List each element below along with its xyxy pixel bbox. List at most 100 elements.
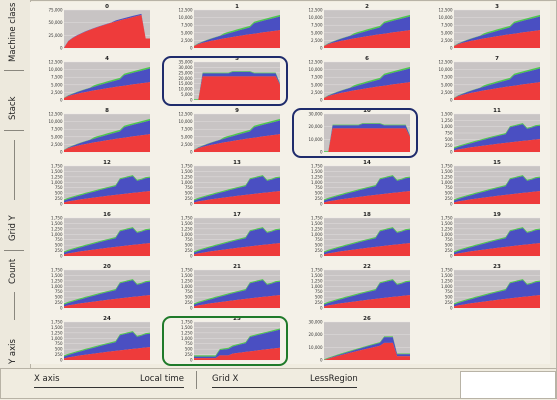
- chart-cell-9[interactable]: 9 12,500 10,000 7,500 5,000 2,500 0: [160, 106, 290, 158]
- series-red-area: [454, 30, 540, 48]
- chart-cell-14[interactable]: 14 1,750 1,500 1,250 1,000 750 500 250 0: [290, 158, 420, 210]
- y-tick-label: 500: [445, 191, 453, 196]
- chart-cell-22[interactable]: 22 1,750 1,500 1,250 1,000 750 500 250 0: [290, 262, 420, 314]
- series-blue-area: [324, 68, 410, 99]
- series-blue-area: [64, 176, 150, 203]
- y-tick-label: 7,500: [311, 23, 323, 28]
- y-tick-label: 2,500: [51, 142, 63, 147]
- chart-cell-11[interactable]: 11 1,500 1,250 1,000 750 500 250 0: [420, 106, 550, 158]
- y-tick-label: 12,500: [309, 60, 323, 65]
- chart-cell-26[interactable]: 26 30,000 20,000 10,000 0: [290, 314, 420, 366]
- series-red-area: [324, 30, 410, 48]
- chart-cell-12[interactable]: 12 1,750 1,500 1,250 1,000 750 500 250 0: [30, 158, 160, 210]
- y-tick-label: 50,000: [49, 20, 63, 25]
- y-tick-label: 1,500: [441, 221, 453, 226]
- left-axis-shelf: Machine class Stack Grid Y Count Y axis: [0, 0, 31, 368]
- y-tick-label: 0: [450, 306, 453, 311]
- y-tick-label: 500: [55, 295, 63, 300]
- chart-title: 20: [103, 264, 111, 270]
- chart-svg: 9 12,500 10,000 7,500 5,000 2,500 0: [179, 108, 280, 155]
- y-tick-label: 1,500: [441, 273, 453, 278]
- y-tick-label: 250: [55, 352, 63, 357]
- count-label[interactable]: Count: [2, 256, 28, 286]
- y-tick-label: 1,500: [181, 221, 193, 226]
- less-region-label[interactable]: LessRegion: [310, 374, 358, 384]
- y-tick-label: 2,500: [181, 38, 193, 43]
- series-red-area: [454, 191, 540, 204]
- y-tick-label: 12,500: [49, 112, 63, 117]
- x-axis-label[interactable]: X axis: [34, 374, 60, 384]
- y-tick-label: 1,500: [51, 169, 63, 174]
- chart-title: 3: [495, 4, 499, 10]
- chart-cell-0[interactable]: 0 75,000 50,000 25,000 0: [30, 2, 160, 54]
- chart-cell-5[interactable]: 5 35,000 30,000 25,000 20,000 15,000 10,000 5,0…: [160, 54, 290, 106]
- y-tick-label: 1,250: [311, 174, 323, 179]
- chart-title: 9: [235, 108, 239, 114]
- grid-y-label[interactable]: Grid Y: [2, 205, 28, 245]
- series-blue-area: [64, 332, 150, 359]
- y-tick-label: 1,500: [51, 221, 63, 226]
- chart-title: 0: [105, 4, 109, 10]
- machine-class-label[interactable]: Machine class: [2, 2, 28, 66]
- y-tick-label: 12,500: [179, 112, 193, 117]
- series-green-area: [324, 279, 410, 305]
- series-blue-area: [324, 228, 410, 255]
- chart-cell-10[interactable]: 10 30,000 20,000 10,000 0: [290, 106, 420, 158]
- y-tick-label: 250: [315, 248, 323, 253]
- chart-cell-13[interactable]: 13 1,750 1,500 1,250 1,000 750 500 250 0: [160, 158, 290, 210]
- chart-cell-20[interactable]: 20 1,750 1,500 1,250 1,000 750 500 250 0: [30, 262, 160, 314]
- y-tick-label: 500: [185, 191, 193, 196]
- chart-cell-21[interactable]: 21 1,750 1,500 1,250 1,000 750 500 250 0: [160, 262, 290, 314]
- series-red-area: [64, 15, 150, 48]
- y-tick-label: 1,500: [181, 325, 193, 330]
- series-blue-area: [64, 280, 150, 307]
- chart-svg: 5 35,00030,00025,00020,00015,00010,0005,0…: [179, 56, 280, 103]
- y-tick-label: 1,750: [441, 164, 453, 169]
- y-tick-label: 15,000: [179, 81, 193, 86]
- y-axis-label[interactable]: Y axis: [2, 330, 28, 366]
- y-axis-text: Y axis: [8, 339, 18, 364]
- chart-cell-15[interactable]: 15 1,750 1,500 1,250 1,000 750 500 250 0: [420, 158, 550, 210]
- y-tick-label: 5,000: [181, 134, 193, 139]
- chart-cell-6[interactable]: 6 12,500 10,000 7,500 5,000 2,500 0: [290, 54, 420, 106]
- chart-title: 18: [363, 212, 371, 218]
- y-tick-label: 10,000: [179, 15, 193, 20]
- series-green-area: [194, 118, 280, 151]
- chart-cell-2[interactable]: 2 12,500 10,000 7,500 5,000 2,500 0: [290, 2, 420, 54]
- y-tick-label: 250: [55, 248, 63, 253]
- stack-label[interactable]: Stack: [2, 84, 28, 124]
- chart-cell-23[interactable]: 23 1,750 1,500 1,250 1,000 750 500 250 0: [420, 262, 550, 314]
- y-tick-label: 1,750: [441, 268, 453, 273]
- grid-x-label[interactable]: Grid X: [212, 374, 239, 384]
- chart-cell-4[interactable]: 4 12,500 10,000 7,500 5,000 2,500 0: [30, 54, 160, 106]
- chart-cell-8[interactable]: 8 12,500 10,000 7,500 5,000 2,500 0: [30, 106, 160, 158]
- chart-cell-3[interactable]: 3 12,500 10,000 7,500 5,000 2,500 0: [420, 2, 550, 54]
- chart-cell-1[interactable]: 1 12,500 10,000 7,500 5,000 2,500 0: [160, 2, 290, 54]
- machine-class-text: Machine class: [8, 2, 18, 62]
- y-tick-label: 1,750: [51, 320, 63, 325]
- chart-title: 16: [103, 212, 111, 218]
- series-blue-area: [454, 124, 540, 151]
- y-tick-label: 0: [450, 98, 453, 103]
- chart-cell-17[interactable]: 17 1,750 1,500 1,250 1,000 750 500 250 0: [160, 210, 290, 262]
- y-tick-label: 750: [55, 237, 63, 242]
- y-tick-label: 1,500: [441, 112, 453, 117]
- y-tick-label: 25,000: [179, 70, 193, 75]
- series-red-area: [324, 128, 410, 152]
- chart-cell-7[interactable]: 7 12,500 10,000 7,500 5,000 2,500 0: [420, 54, 550, 106]
- series-blue-area: [194, 16, 280, 47]
- y-tick-label: 1,750: [311, 164, 323, 169]
- chart-cell-19[interactable]: 19 1,750 1,500 1,250 1,000 750 500 250 0: [420, 210, 550, 262]
- stack-text: Stack: [8, 96, 18, 120]
- chart-cell-25[interactable]: 25 1,750 1,500 1,250 1,000 750 500 250 0: [160, 314, 290, 366]
- series-red-area: [64, 347, 150, 360]
- y-tick-label: 0: [60, 150, 63, 155]
- chart-cell-18[interactable]: 18 1,750 1,500 1,250 1,000 750 500 250 0: [290, 210, 420, 262]
- series-red-area: [64, 82, 150, 100]
- chart-cell-24[interactable]: 24 1,750 1,500 1,250 1,000 750 500 250 0: [30, 314, 160, 366]
- chart-cell-16[interactable]: 16 1,750 1,500 1,250 1,000 750 500 250 0: [30, 210, 160, 262]
- local-time-label[interactable]: Local time: [140, 374, 184, 384]
- y-tick-label: 250: [185, 300, 193, 305]
- y-tick-label: 250: [315, 196, 323, 201]
- series-blue-area: [324, 280, 410, 307]
